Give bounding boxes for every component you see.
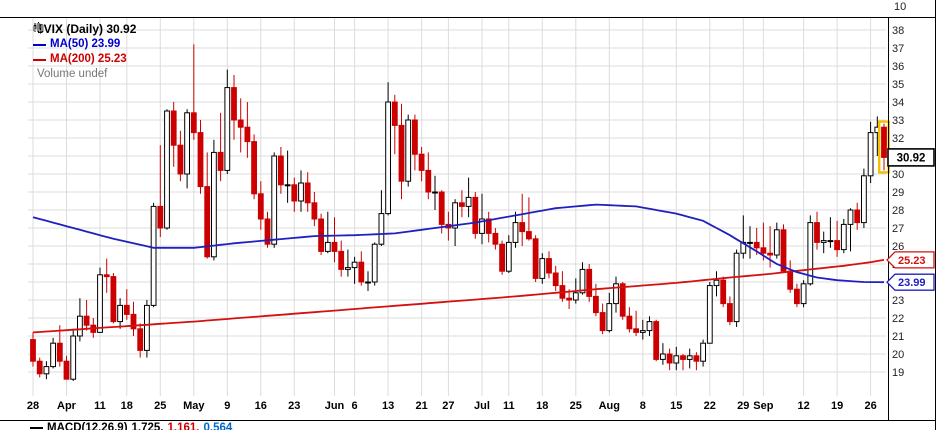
svg-text:34: 34 xyxy=(892,97,904,109)
macd-label: MACD(12,26,9) xyxy=(47,422,128,430)
svg-text:23.99: 23.99 xyxy=(898,277,926,289)
macd-signal-value: 1.161, xyxy=(167,422,200,430)
macd-histogram-value: 0.564 xyxy=(203,422,233,430)
svg-text:8: 8 xyxy=(640,400,646,412)
svg-text:20: 20 xyxy=(892,349,904,361)
svg-text:11: 11 xyxy=(94,400,106,412)
svg-text:29: 29 xyxy=(892,187,904,199)
legend-ma200-row: MA(200) 25.23 xyxy=(33,52,136,67)
svg-text:26: 26 xyxy=(892,241,904,253)
svg-text:19: 19 xyxy=(831,400,843,412)
svg-text:15: 15 xyxy=(670,400,682,412)
svg-text:13: 13 xyxy=(382,400,394,412)
legend-volume-row: Volume undef xyxy=(33,23,136,82)
svg-text:33: 33 xyxy=(892,115,904,127)
svg-text:19: 19 xyxy=(892,367,904,379)
svg-text:27: 27 xyxy=(442,400,454,412)
svg-text:22: 22 xyxy=(704,400,716,412)
svg-text:16: 16 xyxy=(255,400,267,412)
svg-text:Apr: Apr xyxy=(57,400,77,412)
svg-text:18: 18 xyxy=(121,400,133,412)
svg-text:25: 25 xyxy=(154,400,166,412)
svg-text:28: 28 xyxy=(27,400,39,412)
svg-text:30.92: 30.92 xyxy=(897,152,926,164)
svg-text:23: 23 xyxy=(892,295,904,307)
svg-text:36: 36 xyxy=(892,61,904,73)
svg-text:26: 26 xyxy=(864,400,876,412)
macd-line-swatch xyxy=(30,427,43,429)
legend-ma50-row: MA(50) 23.99 xyxy=(33,37,136,52)
svg-text:25: 25 xyxy=(570,400,582,412)
svg-text:Jul: Jul xyxy=(474,400,490,412)
ma50-label: MA(50) 23.99 xyxy=(50,38,121,50)
ma50-line-swatch xyxy=(33,43,46,46)
ma200-line-swatch xyxy=(33,58,46,61)
symbol-label: $VIX (Daily) 30.92 xyxy=(37,22,137,36)
legend-symbol-row: $VIX (Daily) 30.92 xyxy=(33,22,136,37)
ma200-label: MA(200) 25.23 xyxy=(50,53,127,65)
svg-text:35: 35 xyxy=(892,79,904,91)
chart-legend: $VIX (Daily) 30.92 MA(50) 23.99 MA(200) … xyxy=(33,22,136,82)
svg-text:30: 30 xyxy=(892,169,904,181)
svg-text:27: 27 xyxy=(892,223,904,235)
svg-text:Aug: Aug xyxy=(599,400,620,412)
svg-text:Sep: Sep xyxy=(753,400,773,412)
svg-text:11: 11 xyxy=(503,400,515,412)
svg-text:37: 37 xyxy=(892,43,904,55)
svg-text:32: 32 xyxy=(892,133,904,145)
volume-label: Volume undef xyxy=(37,68,108,80)
svg-text:25.23: 25.23 xyxy=(898,255,926,267)
svg-text:28: 28 xyxy=(892,205,904,217)
svg-text:22: 22 xyxy=(892,313,904,325)
macd-value: 1.725, xyxy=(131,422,164,430)
svg-text:May: May xyxy=(183,400,205,412)
upper-panel-axis-label: 10 xyxy=(894,1,907,13)
svg-text:18: 18 xyxy=(536,400,548,412)
svg-text:21: 21 xyxy=(415,400,427,412)
svg-text:12: 12 xyxy=(797,400,809,412)
svg-text:Jun: Jun xyxy=(325,400,345,412)
svg-text:23: 23 xyxy=(288,400,300,412)
svg-text:9: 9 xyxy=(224,400,230,412)
svg-text:21: 21 xyxy=(892,331,904,343)
svg-text:6: 6 xyxy=(352,400,358,412)
svg-text:29: 29 xyxy=(737,400,749,412)
macd-legend: MACD(12,26,9) 1.725, 1.161, 0.564 xyxy=(30,422,232,430)
svg-text:38: 38 xyxy=(892,25,904,37)
